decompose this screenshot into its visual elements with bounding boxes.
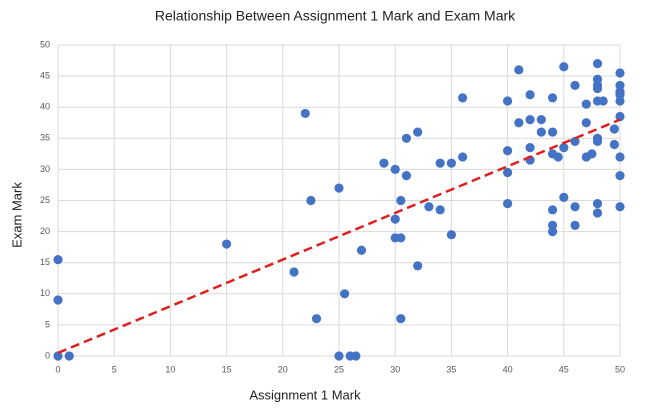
- data-point: [390, 164, 400, 174]
- x-tick-label: 35: [446, 364, 456, 374]
- y-tick-label: 45: [40, 70, 50, 80]
- y-tick-label: 25: [40, 195, 50, 205]
- data-point: [547, 227, 558, 237]
- data-point: [379, 158, 389, 168]
- y-tick-label: 5: [45, 319, 50, 329]
- data-point: [458, 152, 468, 162]
- data-point: [401, 133, 412, 143]
- y-tick-label: 35: [40, 133, 50, 143]
- data-point: [615, 111, 625, 122]
- data-point: [615, 202, 625, 212]
- data-point: [547, 93, 558, 103]
- y-tick-label: 15: [40, 257, 50, 267]
- x-tick-label: 20: [278, 364, 288, 374]
- data-point: [390, 214, 400, 224]
- data-point: [525, 115, 535, 125]
- data-point: [503, 96, 513, 106]
- x-tick-label: 30: [390, 364, 400, 374]
- y-tick-label: 30: [40, 164, 50, 174]
- data-point: [53, 295, 63, 305]
- y-tick-label: 0: [45, 350, 50, 360]
- data-point: [435, 205, 445, 215]
- data-point: [547, 205, 558, 215]
- data-point: [401, 171, 412, 181]
- chart-title: Relationship Between Assignment 1 Mark a…: [155, 8, 516, 24]
- data-point: [559, 62, 569, 72]
- data-point: [592, 208, 603, 218]
- trendline: [57, 118, 621, 355]
- x-tick-label: 15: [222, 364, 232, 374]
- data-point: [396, 314, 406, 324]
- data-point: [53, 254, 63, 265]
- data-point: [396, 195, 406, 206]
- data-point: [615, 68, 625, 78]
- data-point: [570, 202, 580, 212]
- data-point: [446, 230, 456, 240]
- y-tick-label: 40: [40, 102, 50, 112]
- data-point: [334, 351, 344, 361]
- data-point: [340, 289, 350, 299]
- data-point: [446, 158, 456, 168]
- y-tick-label: 50: [40, 39, 50, 49]
- x-tick-label: 50: [615, 364, 625, 374]
- data-point: [503, 146, 513, 156]
- data-point: [592, 83, 603, 94]
- data-point: [547, 127, 558, 137]
- data-point: [64, 351, 74, 361]
- x-axis-title: Assignment 1 Mark: [249, 387, 361, 402]
- data-point: [334, 183, 344, 193]
- data-point: [559, 143, 569, 153]
- data-point: [615, 171, 625, 181]
- data-point: [553, 152, 563, 162]
- data-point: [413, 127, 423, 137]
- data-point: [581, 118, 591, 128]
- data-point: [356, 245, 367, 255]
- data-point: [609, 139, 619, 150]
- data-point: [592, 59, 603, 69]
- data-point: [413, 261, 423, 271]
- y-tick-label: 20: [40, 226, 50, 236]
- y-tick-label: 10: [40, 288, 50, 298]
- data-point: [351, 351, 361, 361]
- x-tick-label: 45: [559, 364, 569, 374]
- data-point: [53, 351, 63, 361]
- data-point: [570, 80, 580, 91]
- data-point: [536, 127, 546, 137]
- data-point: [306, 195, 316, 206]
- data-point: [570, 136, 580, 147]
- x-tick-label: 25: [334, 364, 344, 374]
- data-point: [581, 99, 591, 109]
- data-point: [615, 96, 625, 106]
- data-point: [525, 90, 535, 100]
- data-point: [609, 124, 619, 134]
- data-point: [435, 158, 445, 168]
- data-point: [300, 108, 310, 119]
- x-tick-label: 5: [112, 364, 117, 374]
- x-tick-label: 0: [55, 364, 60, 374]
- data-point: [458, 93, 468, 103]
- data-point: [598, 96, 608, 106]
- data-point: [289, 267, 299, 277]
- data-point: [525, 143, 535, 153]
- y-axis-title: Exam Mark: [9, 182, 24, 248]
- data-point: [587, 149, 597, 159]
- data-point: [615, 152, 625, 162]
- x-tick-label: 10: [165, 364, 175, 374]
- data-point: [503, 199, 513, 209]
- data-point: [514, 65, 524, 75]
- data-point: [514, 118, 524, 128]
- data-point: [222, 239, 232, 249]
- data-point: [592, 136, 603, 147]
- data-point: [311, 314, 322, 324]
- data-point: [536, 115, 546, 125]
- data-point: [559, 192, 569, 202]
- x-tick-label: 40: [503, 364, 513, 374]
- data-point: [396, 233, 406, 243]
- data-point: [424, 202, 434, 212]
- data-point: [592, 199, 603, 209]
- data-point: [503, 167, 513, 178]
- data-point: [570, 220, 580, 230]
